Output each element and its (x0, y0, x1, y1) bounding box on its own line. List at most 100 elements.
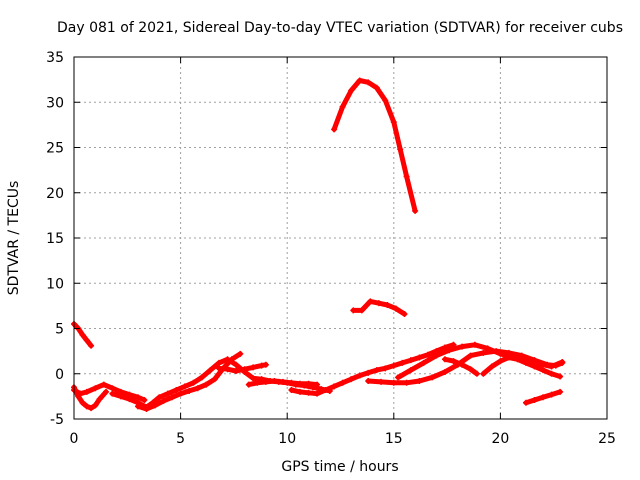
data-point (83, 337, 90, 344)
series-arc-11 (441, 356, 480, 377)
data-point (92, 402, 99, 409)
data-point (271, 377, 278, 384)
data-point (367, 298, 374, 305)
data-point (262, 378, 269, 385)
data-point (522, 399, 529, 406)
data-point (403, 173, 410, 180)
data-point (356, 372, 363, 379)
data-point (83, 403, 90, 410)
data-point (557, 388, 564, 395)
data-point (350, 307, 357, 314)
data-point (480, 370, 487, 377)
y-tick-label: 35 (46, 50, 64, 66)
data-point (407, 367, 414, 374)
data-point (378, 378, 385, 385)
y-tick-label: 30 (46, 95, 64, 111)
x-tick-label: 20 (491, 431, 509, 447)
data-point (384, 301, 391, 308)
data-point (198, 374, 205, 381)
data-point (100, 381, 107, 388)
data-point (397, 146, 404, 153)
y-tick-label: 5 (55, 322, 64, 338)
series-arc-12 (480, 354, 564, 380)
data-point (305, 389, 312, 396)
data-point (382, 365, 389, 372)
x-tick-label: 0 (70, 431, 79, 447)
data-point (305, 380, 312, 387)
y-tick-label: 0 (55, 367, 64, 383)
data-point (203, 381, 210, 388)
data-point (228, 356, 235, 363)
y-axis-label: SDTVAR / TECUs (6, 181, 22, 296)
data-point (331, 383, 338, 390)
series-arc-13 (522, 388, 564, 406)
y-tick-label: 15 (46, 231, 64, 247)
series-arc-3 (71, 381, 148, 403)
y-tick-label: -5 (50, 412, 64, 428)
plot-area (71, 77, 566, 413)
data-point (540, 394, 547, 401)
x-tick-label: 10 (278, 431, 296, 447)
data-point (484, 345, 491, 352)
data-point (296, 380, 303, 387)
series-arc-7 (245, 377, 321, 388)
data-point (117, 393, 124, 400)
data-point (190, 379, 197, 386)
data-point (339, 103, 346, 110)
data-point (207, 367, 214, 374)
data-point (88, 405, 95, 412)
data-point (399, 359, 406, 366)
data-point (356, 77, 363, 84)
data-point (480, 349, 487, 356)
x-tick-label: 25 (598, 431, 616, 447)
data-point (373, 84, 380, 91)
data-point (420, 359, 427, 366)
data-point (322, 387, 329, 394)
data-point (250, 375, 257, 382)
data-point (390, 362, 397, 369)
data-point (331, 126, 338, 133)
series-arc-15 (350, 298, 408, 318)
data-point (126, 396, 133, 403)
data-point (365, 79, 372, 86)
data-point (382, 97, 389, 104)
data-point (416, 377, 423, 384)
data-point (233, 361, 240, 368)
data-point (429, 374, 436, 381)
data-point (522, 359, 529, 366)
data-point (258, 362, 265, 369)
data-point (403, 379, 410, 386)
data-point (467, 352, 474, 359)
data-point (288, 387, 295, 394)
data-point (373, 367, 380, 374)
data-point (152, 402, 159, 409)
data-point (279, 378, 286, 385)
data-point (348, 376, 355, 383)
data-point (441, 368, 448, 375)
data-point (365, 377, 372, 384)
data-point (424, 351, 431, 358)
data-point (459, 343, 466, 350)
data-point (531, 396, 538, 403)
data-point (392, 305, 399, 312)
data-point (96, 396, 103, 403)
data-point (245, 381, 252, 388)
data-point (186, 387, 193, 394)
data-point (211, 376, 218, 383)
data-point (77, 390, 84, 397)
data-point (241, 366, 248, 373)
data-point (164, 390, 171, 397)
data-point (173, 387, 180, 394)
data-point (395, 374, 402, 381)
data-point (505, 354, 512, 361)
data-point (407, 357, 414, 364)
data-point (348, 87, 355, 94)
data-point (160, 397, 167, 404)
series-arc-1 (71, 320, 95, 349)
data-point (488, 363, 495, 370)
data-point (548, 363, 555, 370)
data-point (92, 385, 99, 392)
data-point (237, 350, 244, 357)
data-point (109, 390, 116, 397)
